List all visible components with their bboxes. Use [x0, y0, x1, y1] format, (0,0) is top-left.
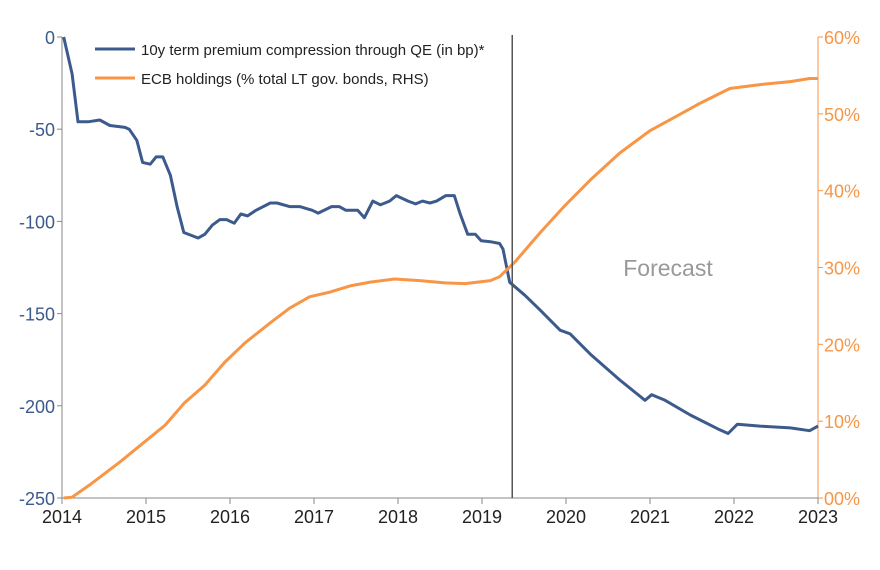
x-tick-label: 2018: [378, 507, 418, 527]
right-tick-label: 30%: [824, 259, 860, 279]
forecast-annotation: Forecast: [623, 255, 713, 281]
ecb-holdings-line: [63, 77, 818, 500]
left-tick-label: -100: [19, 212, 55, 232]
left-tick-label: -250: [19, 489, 55, 509]
series-lines: [62, 36, 819, 500]
x-tick-label: 2022: [714, 507, 754, 527]
left-tick-label: -200: [19, 397, 55, 417]
x-tick-label: 2023: [798, 507, 838, 527]
legend-label-ecb-holdings: ECB holdings (% total LT gov. bonds, RHS…: [141, 71, 429, 88]
x-tick-label: 2016: [210, 507, 250, 527]
x-tick-label: 2021: [630, 507, 670, 527]
x-tick-label: 2017: [294, 507, 334, 527]
axes: 0 -50 -100 -150 -200 -250 60% 50% 40% 30% 20% 10% 00…: [19, 28, 860, 527]
x-tick-label: 2014: [42, 507, 82, 527]
left-tick-label: -50: [29, 120, 55, 140]
left-tick-label: -150: [19, 305, 55, 325]
left-tick-label: 0: [45, 28, 55, 48]
x-tick-label: 2019: [462, 507, 502, 527]
x-tick-label: 2020: [546, 507, 586, 527]
legend-label-term-premium: 10y term premium compression through QE …: [141, 42, 485, 59]
right-tick-label: 10%: [824, 412, 860, 432]
x-tick-label: 2015: [126, 507, 166, 527]
right-tick-label: 60%: [824, 28, 860, 48]
right-tick-label: 00%: [824, 489, 860, 509]
right-tick-label: 20%: [824, 335, 860, 355]
term-premium-line: [62, 36, 819, 435]
legend: 10y term premium compression through QE …: [95, 42, 485, 88]
right-tick-label: 50%: [824, 105, 860, 125]
right-tick-label: 40%: [824, 182, 860, 202]
